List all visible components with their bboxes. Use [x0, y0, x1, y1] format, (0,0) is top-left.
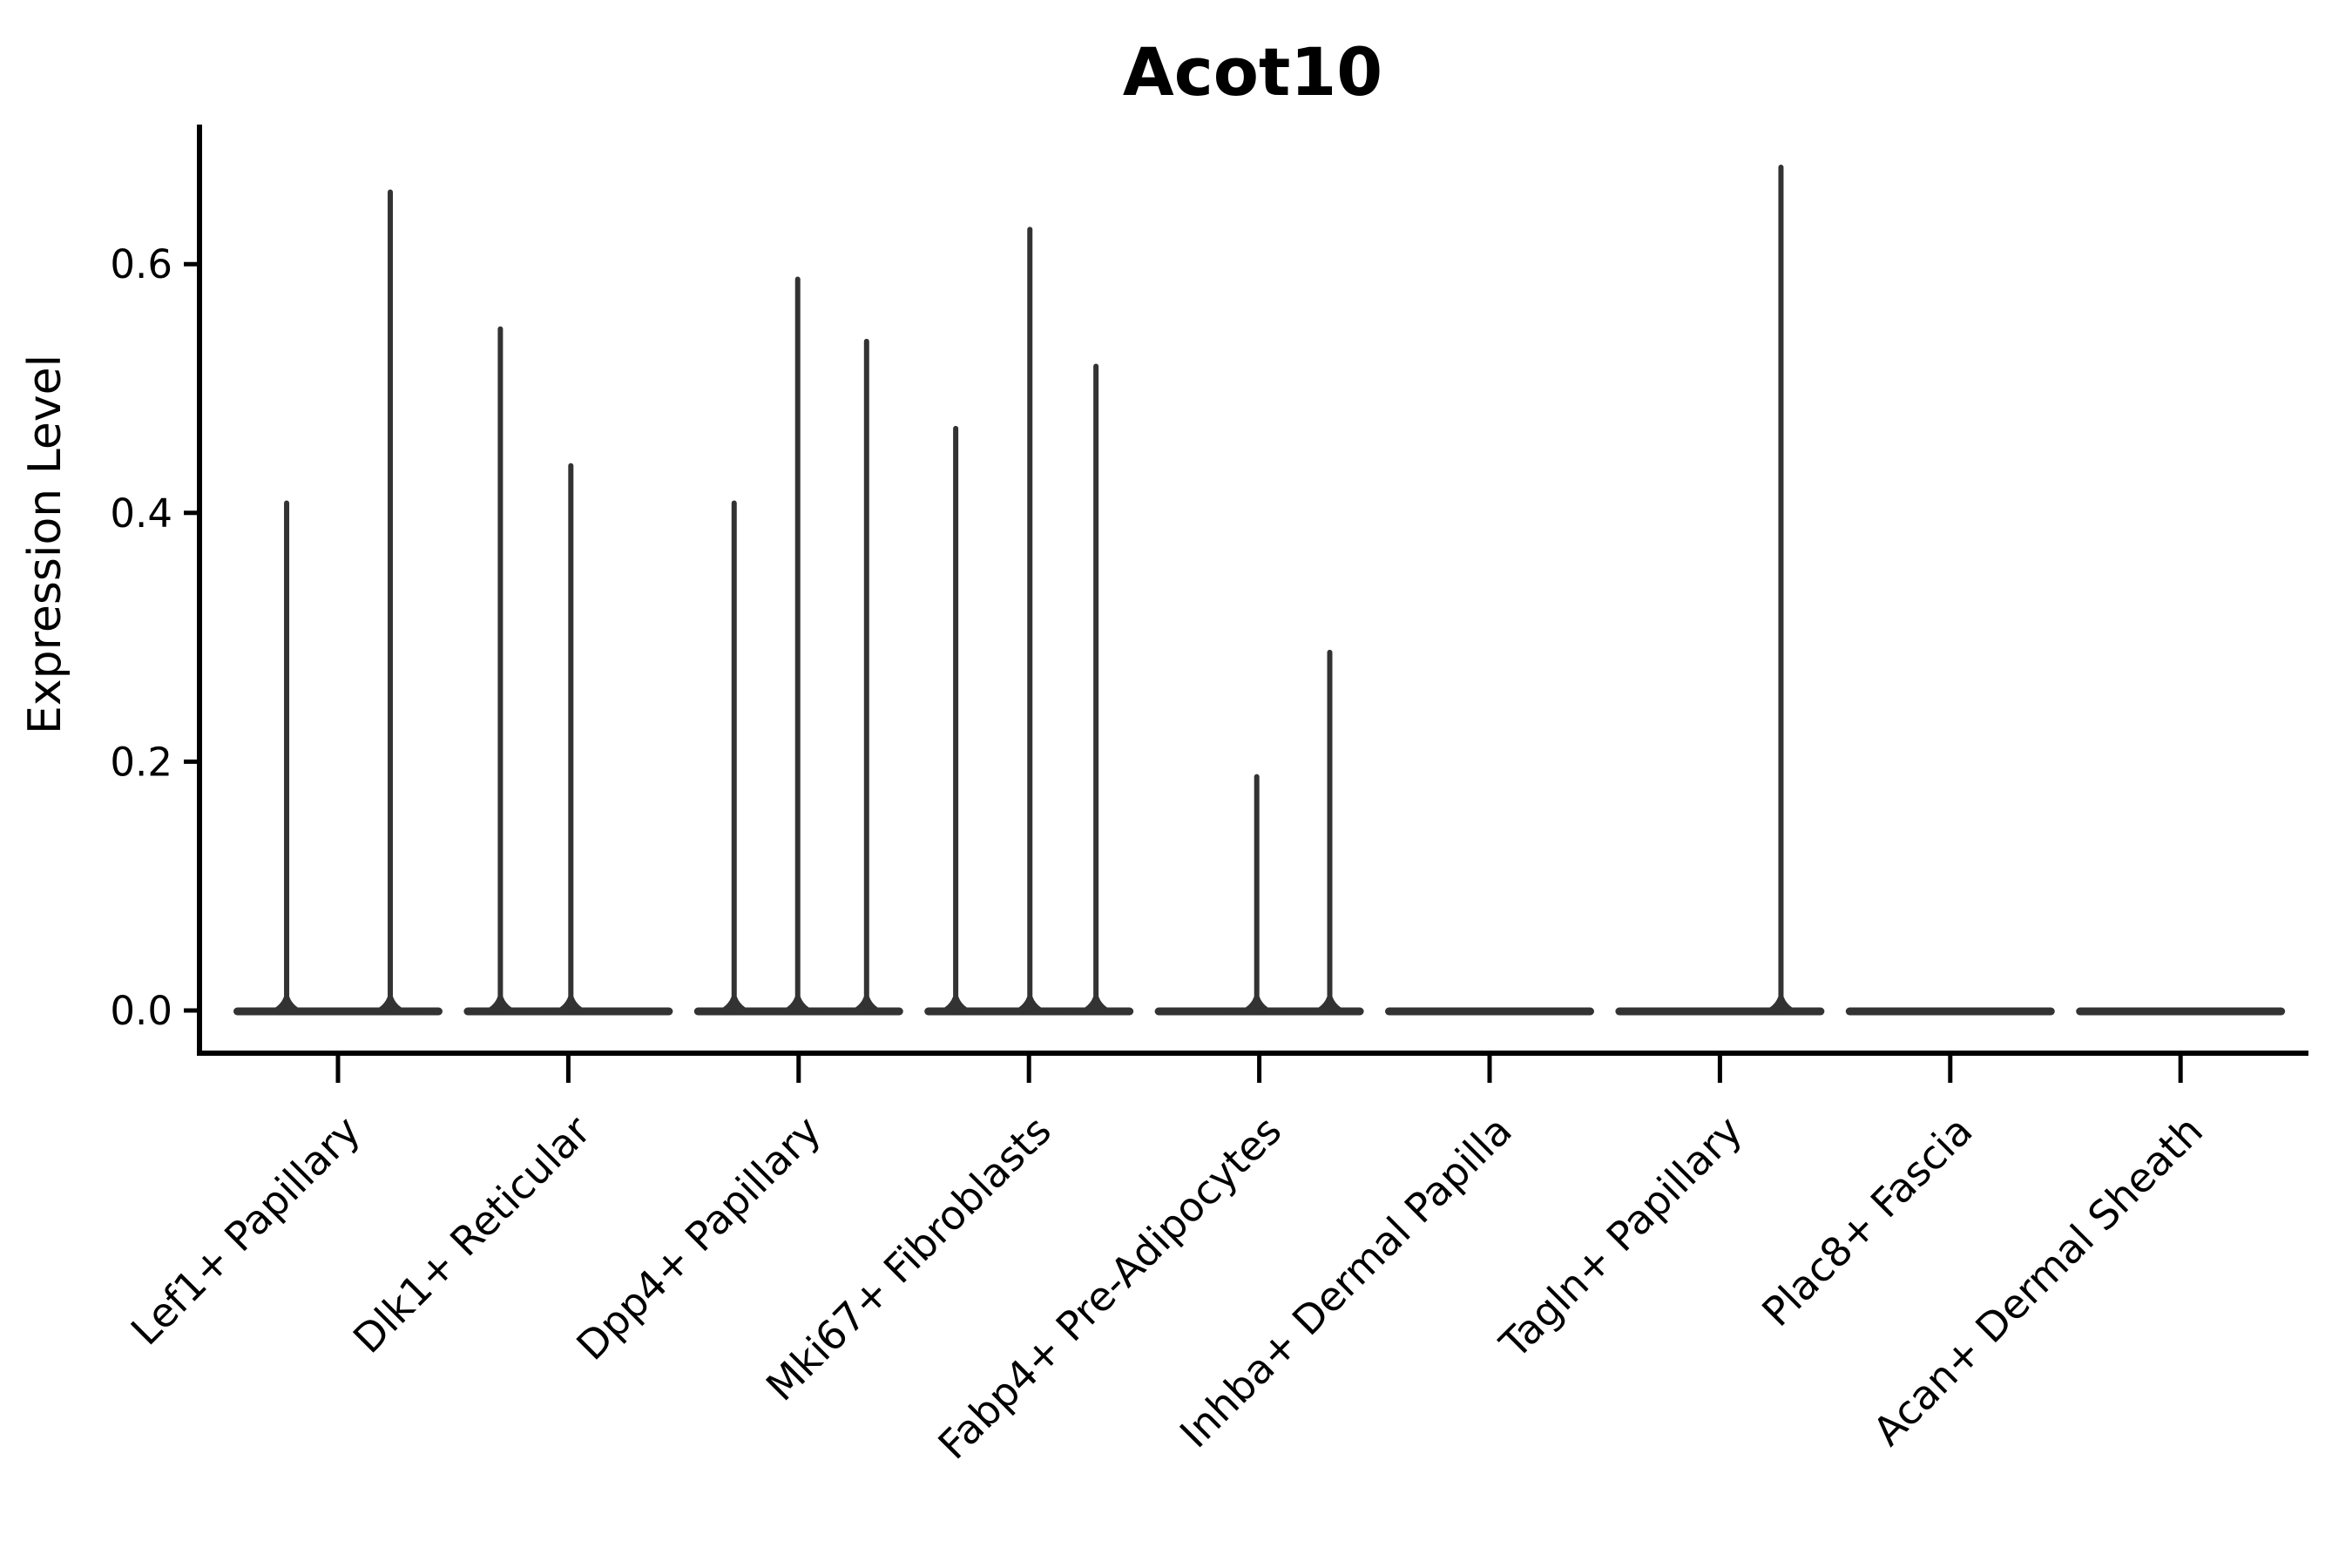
y-tick-label: 0.2	[110, 739, 172, 785]
violin-base	[1845, 1007, 2055, 1016]
chart-title: Acot10	[1122, 33, 1383, 111]
violin-spike	[1254, 774, 1260, 1012]
x-tick-label: Tagln+ Papillary	[1490, 1107, 1752, 1369]
x-tick-label: Plac8+ Fascia	[1753, 1107, 1981, 1335]
violin-spike	[1027, 226, 1033, 1012]
y-tick-label: 0.0	[110, 988, 172, 1034]
violin-base	[2076, 1007, 2286, 1016]
violin-spike	[388, 189, 394, 1012]
violin-spike	[1327, 649, 1333, 1012]
y-tick-label: 0.6	[110, 241, 172, 287]
violin-spike	[284, 500, 290, 1012]
violin-spike	[794, 276, 801, 1013]
violin-spike	[1778, 164, 1784, 1012]
y-tick-label: 0.4	[110, 490, 172, 537]
violin-spike	[568, 463, 574, 1012]
x-tick-label: Lef1+ Papillary	[122, 1107, 369, 1355]
violin-spike	[1093, 363, 1099, 1012]
violin-spike	[731, 500, 737, 1012]
violin-base	[1385, 1007, 1594, 1016]
violin-spike	[953, 425, 959, 1013]
x-tick-label: Dlk1+ Reticular	[344, 1107, 599, 1362]
violin-spike	[497, 326, 504, 1013]
y-axis-label-text: Expression Level	[19, 354, 71, 735]
violin-spike	[863, 338, 869, 1012]
x-tick-label: Dpp4+ Papillary	[567, 1107, 829, 1369]
